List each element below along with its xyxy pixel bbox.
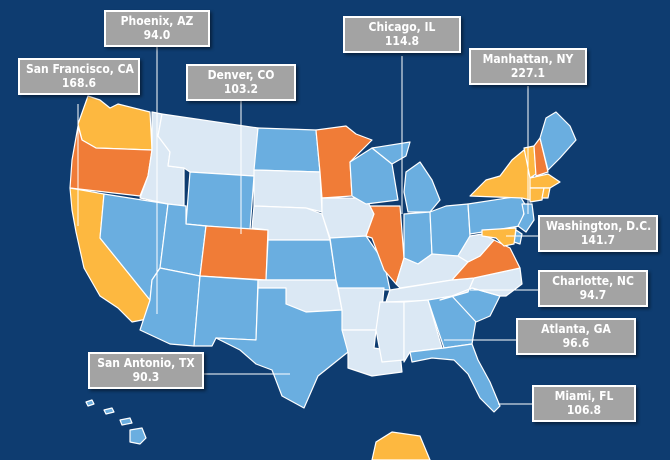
city-name: Chicago, IL <box>368 20 436 34</box>
city-name: Washington, D.C. <box>546 219 652 233</box>
city-name: San Francisco, CA <box>26 62 134 76</box>
state-west-virginia <box>457 233 495 263</box>
city-value: 94.7 <box>579 288 607 302</box>
city-label-washington: Washington, D.C. 141.7 <box>538 215 658 252</box>
state-pennsylvania <box>467 195 527 235</box>
state-wyoming <box>185 171 255 231</box>
city-label-san-francisco: San Francisco, CA 168.6 <box>18 58 140 95</box>
state-montana <box>157 113 259 177</box>
state-rhode-island <box>541 187 551 199</box>
city-name: Phoenix, AZ <box>120 14 194 28</box>
city-value: 96.6 <box>562 336 590 350</box>
state-mississippi <box>375 301 405 363</box>
state-connecticut <box>529 187 545 203</box>
city-value: 106.8 <box>566 403 602 417</box>
city-name: Manhattan, NY <box>482 52 574 66</box>
city-name: Miami, FL <box>554 389 614 403</box>
city-label-denver: Denver, CO 103.2 <box>186 64 296 101</box>
state-michigan <box>371 141 441 213</box>
state-maine <box>539 111 577 171</box>
city-value: 141.7 <box>580 233 616 247</box>
state-hawaii <box>85 399 147 445</box>
city-label-phoenix: Phoenix, AZ 94.0 <box>104 10 210 47</box>
city-label-chicago: Chicago, IL 114.8 <box>343 16 461 53</box>
state-new-york <box>469 149 535 201</box>
state-kansas <box>265 239 337 281</box>
state-louisiana <box>341 329 403 377</box>
state-new-jersey <box>517 203 535 233</box>
city-value: 227.1 <box>510 66 546 80</box>
state-new-hampshire <box>533 137 549 177</box>
state-north-dakota <box>253 127 321 173</box>
state-south-dakota <box>253 169 323 213</box>
state-massachusetts <box>529 173 561 189</box>
city-name: San Antonio, TX <box>97 356 195 370</box>
state-maryland <box>481 227 517 247</box>
state-florida <box>409 343 501 413</box>
state-colorado <box>199 225 269 281</box>
city-name: Atlanta, GA <box>541 322 611 336</box>
state-illinois <box>365 205 405 285</box>
city-label-manhattan: Manhattan, NY 227.1 <box>469 48 587 85</box>
state-alaska <box>371 431 431 460</box>
state-texas <box>215 287 349 409</box>
city-value: 168.6 <box>61 76 97 90</box>
state-indiana <box>403 211 433 265</box>
state-washington <box>77 95 153 151</box>
city-value: 114.8 <box>384 34 420 48</box>
city-label-san-antonio: San Antonio, TX 90.3 <box>88 352 204 389</box>
city-name: Charlotte, NC <box>552 274 634 288</box>
city-label-atlanta: Atlanta, GA 96.6 <box>516 318 636 355</box>
city-value: 103.2 <box>223 82 259 96</box>
city-label-charlotte: Charlotte, NC 94.7 <box>538 270 648 307</box>
city-name: Denver, CO <box>207 68 275 82</box>
city-value: 90.3 <box>132 370 160 384</box>
state-new-mexico <box>193 275 259 347</box>
city-label-miami: Miami, FL 106.8 <box>532 385 636 422</box>
city-value: 94.0 <box>143 28 171 42</box>
